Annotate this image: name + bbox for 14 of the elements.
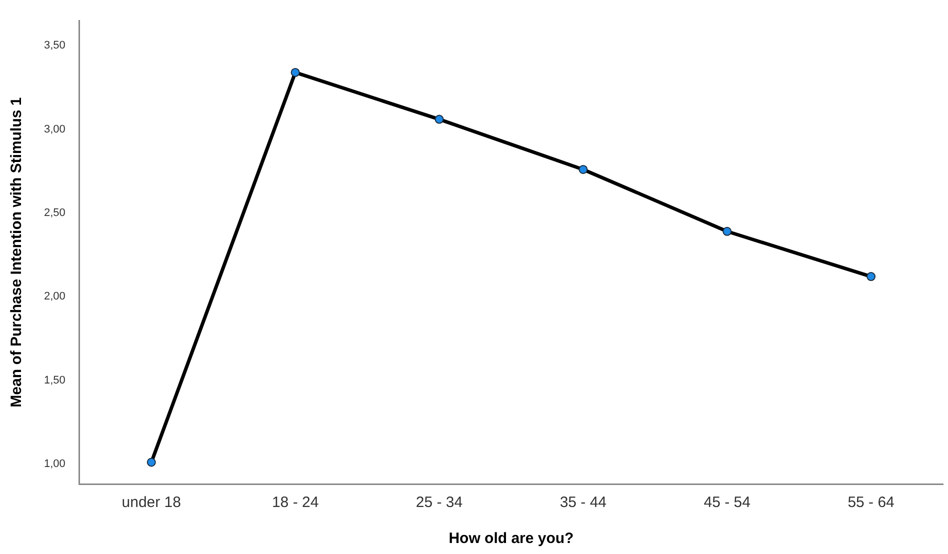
x-tick-label: 18 - 24 <box>272 494 319 512</box>
x-axis-title: How old are you? <box>448 530 574 548</box>
x-tick-label: 45 - 54 <box>704 494 750 512</box>
x-tick-label: 25 - 34 <box>416 494 463 512</box>
x-tick-label: under 18 <box>122 494 181 512</box>
y-tick-label: 2,50 <box>44 207 66 220</box>
x-tick-label: 35 - 44 <box>560 494 607 512</box>
x-tick-label: 55 - 64 <box>848 494 894 512</box>
y-tick-label: 3,00 <box>44 123 66 136</box>
y-tick-label: 1,50 <box>44 374 66 386</box>
y-tick-label: 1,00 <box>44 458 66 470</box>
y-axis-title: Mean of Purchase Intention with Stimulus 1 <box>8 97 26 408</box>
y-tick-label: 3,50 <box>44 40 66 52</box>
y-tick-label: 2,00 <box>44 290 66 303</box>
